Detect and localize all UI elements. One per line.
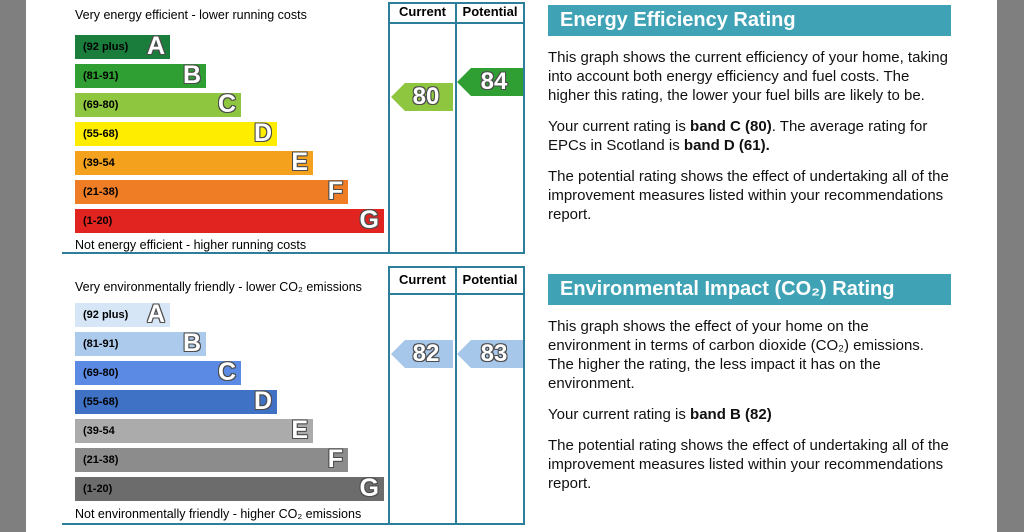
band-range-label: (81-91) xyxy=(83,338,119,350)
band-letter: F xyxy=(327,445,343,473)
band-bar-a: (92 plus) A xyxy=(75,300,170,328)
band-range-label: (69-80) xyxy=(83,99,119,111)
table-right-border xyxy=(523,266,525,525)
band-letter: A xyxy=(146,300,165,328)
potential-rating-arrow: 84 xyxy=(457,68,523,96)
potential-column-header: Potential xyxy=(462,272,518,287)
band-row-b: (81-91) B xyxy=(75,61,206,89)
band-range-label: (81-91) xyxy=(83,70,119,82)
potential-column-header: Potential xyxy=(462,4,518,19)
average-rating-bold: band D (61). xyxy=(683,137,770,154)
band-range-label: (55-68) xyxy=(83,128,119,140)
band-range-label: (21-38) xyxy=(83,454,119,466)
band-row-a: (92 plus) A xyxy=(75,32,170,60)
band-row-g: (1-20) G xyxy=(75,474,384,502)
band-row-g: (1-20) G xyxy=(75,206,384,234)
band-bar-c: (69-80) C xyxy=(75,90,241,118)
co2-bottom-note: Not environmentally friendly - higher CO… xyxy=(75,507,362,521)
band-range-label: (21-38) xyxy=(83,186,119,198)
energy-rating-paragraph: Your current rating is band C (80). The … xyxy=(548,118,928,154)
band-letter: F xyxy=(327,177,343,205)
energy-description-paragraph: This graph shows the current efficiency … xyxy=(548,49,948,104)
energy-top-note: Very energy efficient - lower running co… xyxy=(75,8,307,22)
band-bar-d: (55-68) D xyxy=(75,387,277,415)
band-bar-g: (1-20) G xyxy=(75,206,384,234)
band-range-label: (92 plus) xyxy=(83,41,129,53)
potential-rating-arrow: 83 xyxy=(457,340,523,368)
band-bar-a: (92 plus) A xyxy=(75,32,170,60)
band-range-label: (39-54 xyxy=(83,157,115,169)
band-row-b: (81-91) B xyxy=(75,329,206,357)
band-row-d: (55-68) D xyxy=(75,387,277,415)
current-column-header: Current xyxy=(399,4,446,19)
environmental-impact-chart: Very environmentally friendly - lower CO… xyxy=(62,264,525,530)
current-rating-arrow: 82 xyxy=(391,340,453,368)
energy-efficiency-panel: Energy Efficiency Rating This graph show… xyxy=(548,5,951,224)
band-bar-f: (21-38) F xyxy=(75,177,348,205)
band-letter: A xyxy=(146,32,165,60)
energy-efficiency-chart: Very energy efficient - lower running co… xyxy=(62,0,525,258)
environmental-impact-panel: Environmental Impact (CO₂) Rating This g… xyxy=(548,274,951,493)
current-rating-bold: band C (80) xyxy=(690,118,772,135)
band-row-e: (39-54 E xyxy=(75,148,313,176)
band-row-f: (21-38) F xyxy=(75,177,348,205)
energy-potential-paragraph: The potential rating shows the effect of… xyxy=(548,168,949,223)
band-letter: E xyxy=(291,148,308,176)
band-row-f: (21-38) F xyxy=(75,445,348,473)
band-bar-c: (69-80) C xyxy=(75,358,241,386)
table-left-border xyxy=(388,2,390,254)
band-bar-b: (81-91) B xyxy=(75,329,206,357)
energy-efficiency-title-banner: Energy Efficiency Rating xyxy=(548,5,951,36)
band-range-label: (55-68) xyxy=(83,396,119,408)
band-letter: G xyxy=(359,206,379,234)
band-range-label: (1-20) xyxy=(83,483,113,495)
band-letter: G xyxy=(359,474,379,502)
current-column-header: Current xyxy=(399,272,446,287)
band-bar-f: (21-38) F xyxy=(75,445,348,473)
band-letter: D xyxy=(253,119,272,147)
right-gray-margin xyxy=(997,0,1024,532)
band-row-c: (69-80) C xyxy=(75,358,241,386)
band-bar-g: (1-20) G xyxy=(75,474,384,502)
environmental-impact-title-banner: Environmental Impact (CO₂) Rating xyxy=(548,274,951,305)
band-row-c: (69-80) C xyxy=(75,90,241,118)
table-middle-border xyxy=(455,2,457,254)
chart-bottom-border xyxy=(62,523,525,525)
energy-bottom-note: Not energy efficient - higher running co… xyxy=(75,238,307,252)
band-bar-e: (39-54 E xyxy=(75,148,313,176)
co2-rating-paragraph: Your current rating is band B (82) xyxy=(548,406,772,423)
co2-potential-paragraph: The potential rating shows the effect of… xyxy=(548,437,949,492)
band-letter: B xyxy=(182,329,201,357)
band-row-d: (55-68) D xyxy=(75,119,277,147)
band-letter: B xyxy=(182,61,201,89)
band-bar-d: (55-68) D xyxy=(75,119,277,147)
current-rating-bold: band B (82) xyxy=(690,406,772,423)
chart-bottom-border xyxy=(62,252,525,254)
table-right-border xyxy=(523,2,525,254)
band-range-label: (1-20) xyxy=(83,215,113,227)
band-range-label: (39-54 xyxy=(83,425,115,437)
band-range-label: (92 plus) xyxy=(83,309,129,321)
co2-description-paragraph: This graph shows the effect of your home… xyxy=(548,318,924,392)
table-left-border xyxy=(388,266,390,525)
band-letter: D xyxy=(253,387,272,415)
band-bar-b: (81-91) B xyxy=(75,61,206,89)
band-range-label: (69-80) xyxy=(83,367,119,379)
band-bar-e: (39-54 E xyxy=(75,416,313,444)
table-middle-border xyxy=(455,266,457,525)
band-letter: E xyxy=(291,416,308,444)
current-rating-arrow: 80 xyxy=(391,83,453,111)
band-row-a: (92 plus) A xyxy=(75,300,170,328)
left-gray-margin xyxy=(0,0,26,532)
band-row-e: (39-54 E xyxy=(75,416,313,444)
band-letter: C xyxy=(217,90,236,118)
co2-top-note: Very environmentally friendly - lower CO… xyxy=(75,280,362,294)
band-letter: C xyxy=(217,358,236,386)
